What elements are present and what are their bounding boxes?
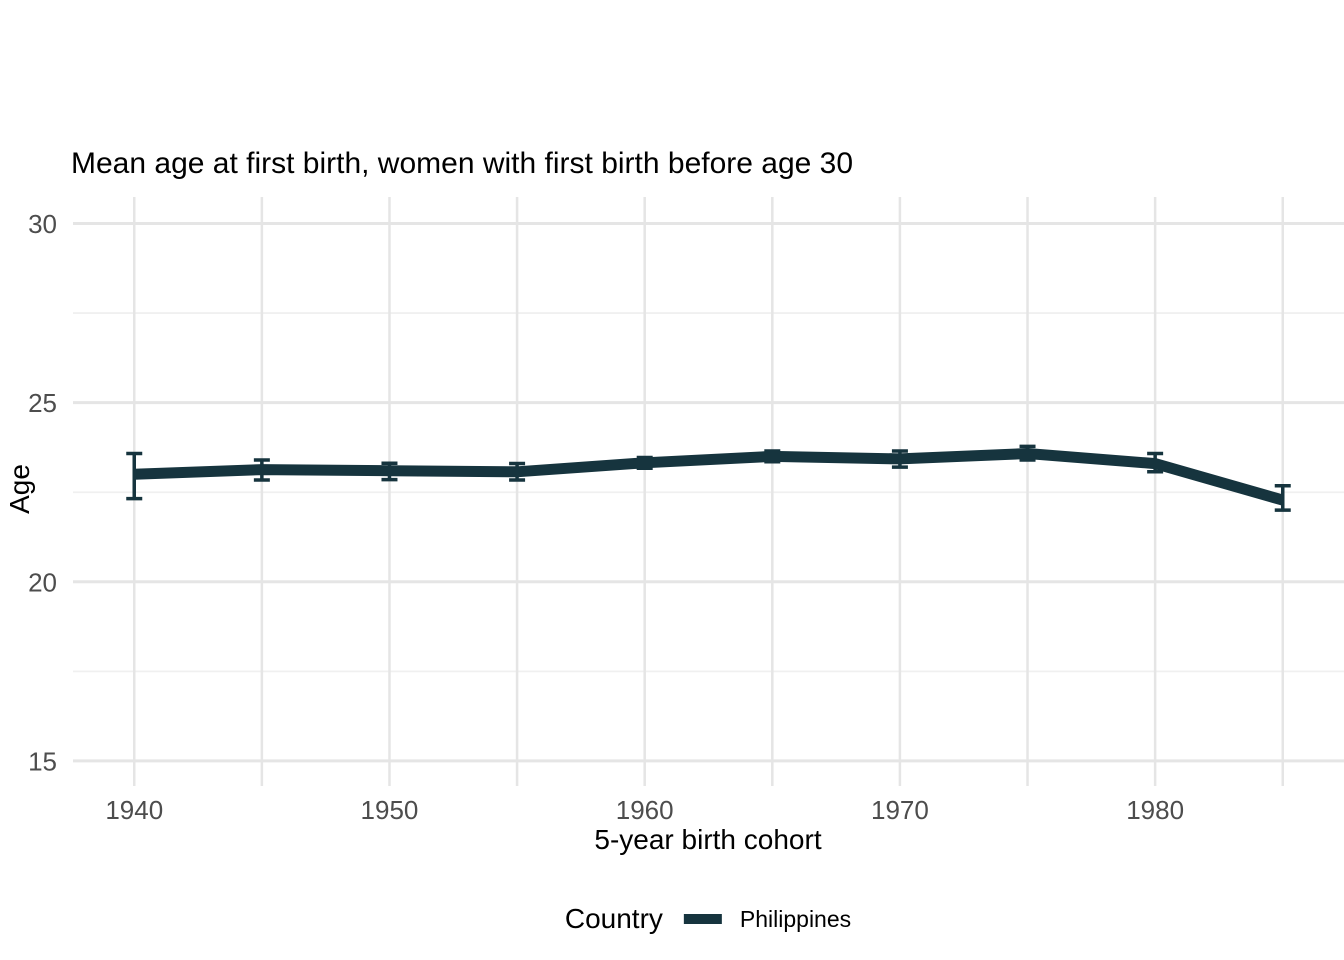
y-tick-label: 30 xyxy=(28,209,57,239)
legend-title: Country xyxy=(564,903,663,934)
x-tick-label: 1980 xyxy=(1126,795,1184,825)
x-tick-label: 1960 xyxy=(616,795,674,825)
y-tick-label: 15 xyxy=(28,746,57,776)
x-tick-label: 1970 xyxy=(871,795,929,825)
x-axis-title: 5-year birth cohort xyxy=(594,824,822,855)
y-axis-title: Age xyxy=(4,464,35,514)
legend-item-label: Philippines xyxy=(739,905,852,932)
x-tick-label: 1940 xyxy=(105,795,163,825)
y-tick-label: 25 xyxy=(28,388,57,418)
legend-key-line xyxy=(683,914,722,924)
y-tick-label: 20 xyxy=(28,567,57,597)
legend: Country Philippines xyxy=(565,903,851,935)
x-tick-label: 1950 xyxy=(361,795,419,825)
chart-title: Mean age at first birth, women with firs… xyxy=(71,147,854,180)
data-line-philippines xyxy=(134,447,1285,506)
